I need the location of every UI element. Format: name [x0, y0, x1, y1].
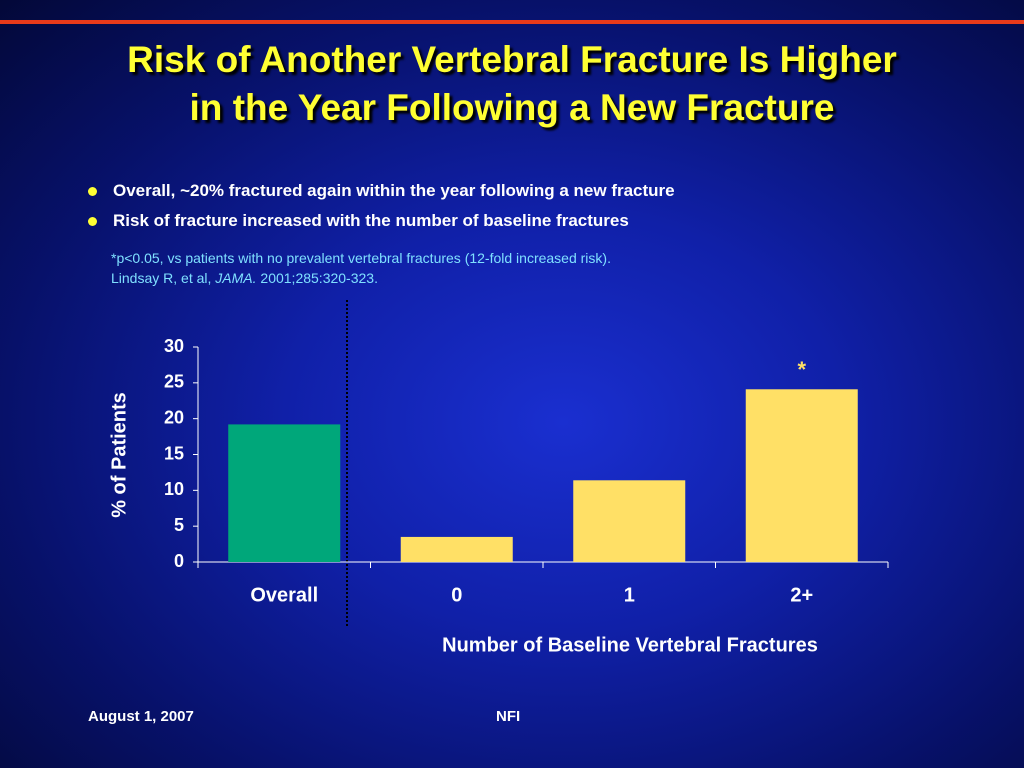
- bar: [745, 389, 858, 562]
- footer-date: August 1, 2007: [88, 708, 194, 725]
- bar: [573, 480, 686, 562]
- x-axis-title: Number of Baseline Vertebral Fractures: [442, 634, 818, 656]
- title-line: in the Year Following a New Fracture: [189, 87, 835, 128]
- bullet: Overall, ~20% fractured again within the…: [88, 176, 675, 206]
- y-tick-label: 5: [174, 515, 184, 535]
- y-tick-label: 30: [164, 336, 184, 356]
- bullet: Risk of fracture increased with the numb…: [88, 206, 675, 236]
- bullet-list: Overall, ~20% fractured again within the…: [88, 176, 675, 236]
- x-tick-label: 2+: [790, 584, 813, 606]
- y-axis-title: % of Patients: [108, 392, 130, 518]
- x-tick-label: Overall: [250, 584, 318, 606]
- bar: [400, 536, 513, 562]
- bar: [228, 424, 341, 562]
- footnote: *p<0.05, vs patients with no prevalent v…: [111, 248, 611, 288]
- y-tick-label: 15: [164, 443, 184, 463]
- annotation: *: [797, 357, 806, 382]
- bullet-text: Risk of fracture increased with the numb…: [113, 211, 629, 230]
- slide-title: Risk of Another Vertebral Fracture Is Hi…: [0, 36, 1024, 132]
- y-tick-label: 20: [164, 407, 184, 427]
- ref-citation: 2001;285:320-323.: [260, 270, 378, 286]
- footer-source: NFI: [496, 708, 521, 725]
- top-rule: [0, 20, 1024, 24]
- x-tick-label: 1: [624, 584, 635, 606]
- bullet-text: Overall, ~20% fractured again within the…: [113, 181, 675, 200]
- y-tick-label: 25: [164, 372, 184, 392]
- y-tick-label: 10: [164, 479, 184, 499]
- ref-journal: JAMA.: [215, 270, 257, 286]
- title-line: Risk of Another Vertebral Fracture Is Hi…: [127, 39, 897, 80]
- reference: Lindsay R, et al, JAMA. 2001;285:320-323…: [111, 268, 611, 288]
- x-tick-label: 0: [451, 584, 462, 606]
- ref-authors: Lindsay R, et al,: [111, 270, 212, 286]
- y-tick-label: 0: [174, 551, 184, 571]
- footnote-note: *p<0.05, vs patients with no prevalent v…: [111, 250, 611, 266]
